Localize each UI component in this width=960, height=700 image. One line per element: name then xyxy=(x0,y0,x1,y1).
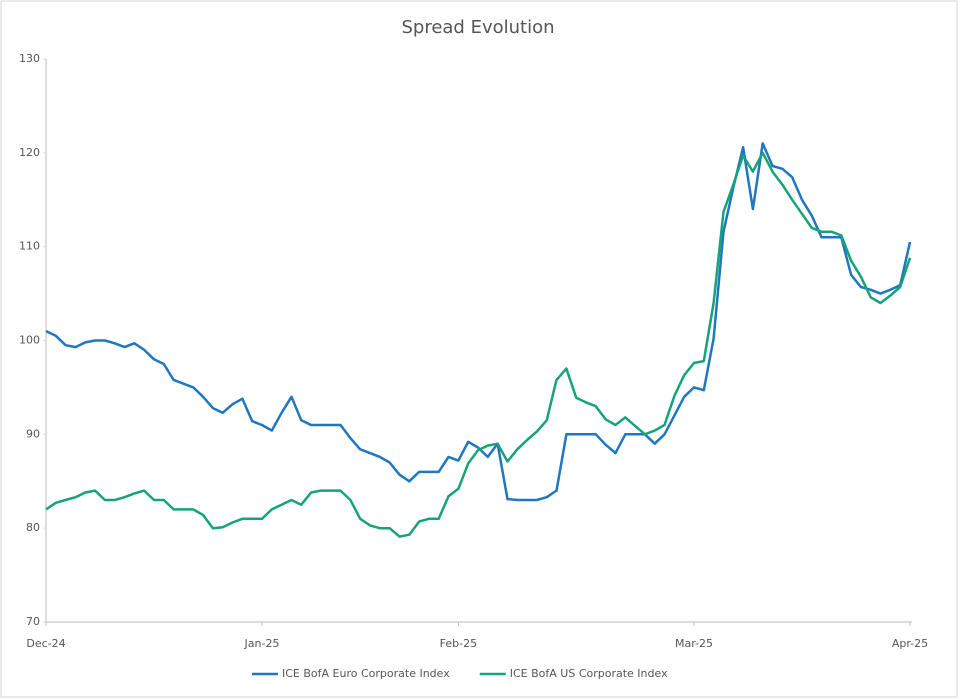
series-line xyxy=(45,142,912,502)
y-tick-label: 80 xyxy=(26,521,40,534)
x-tick-label: Jan-25 xyxy=(244,637,280,650)
series-line xyxy=(45,151,912,538)
y-tick-label: 110 xyxy=(19,240,40,253)
y-tick-label: 120 xyxy=(19,146,40,159)
legend-label: ICE BofA Euro Corporate Index xyxy=(282,667,450,680)
x-tick-label: Dec-24 xyxy=(26,637,65,650)
y-tick-label: 100 xyxy=(19,334,40,347)
x-tick-label: Mar-25 xyxy=(675,637,713,650)
x-tick-label: Apr-25 xyxy=(892,637,928,650)
x-tick-label: Feb-25 xyxy=(440,637,477,650)
y-tick-label: 130 xyxy=(19,52,40,65)
y-tick-label: 70 xyxy=(26,615,40,628)
y-tick-label: 90 xyxy=(26,427,40,440)
legend-label: ICE BofA US Corporate Index xyxy=(510,667,668,680)
chart-title: Spread Evolution xyxy=(401,17,554,38)
